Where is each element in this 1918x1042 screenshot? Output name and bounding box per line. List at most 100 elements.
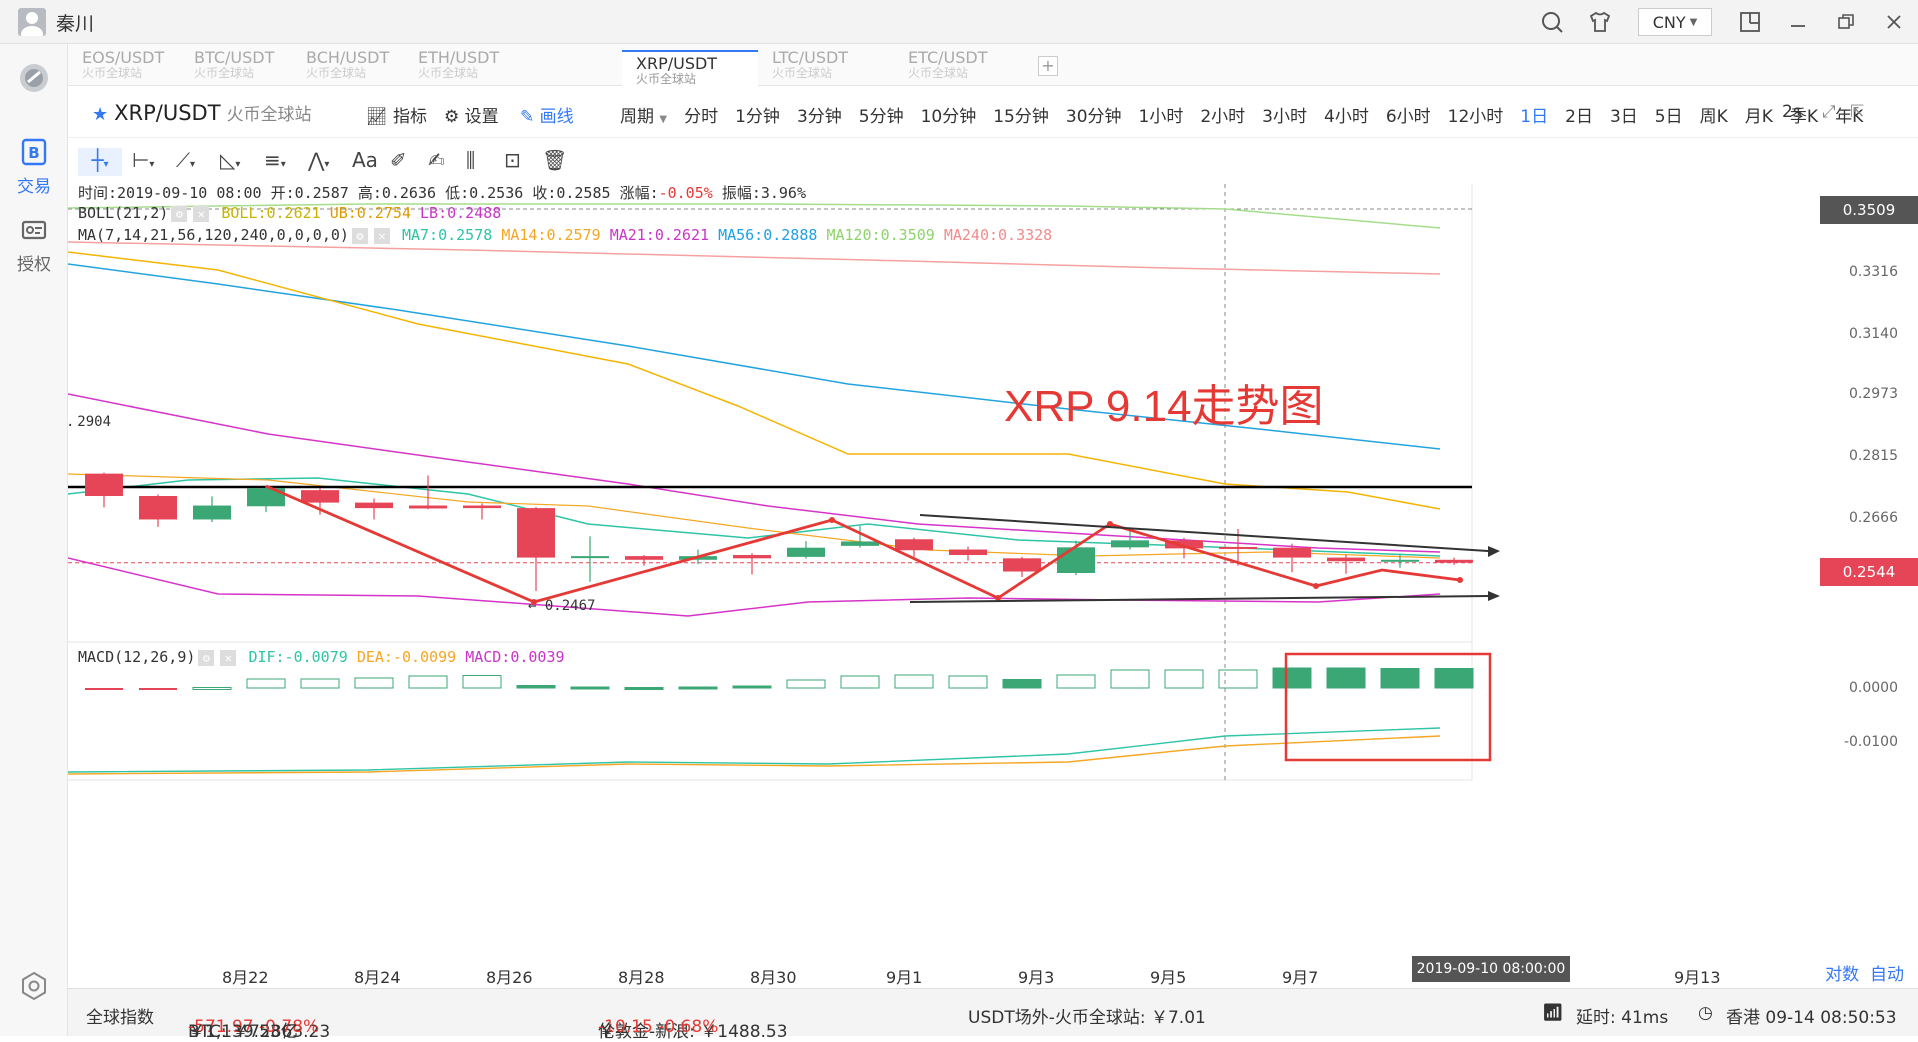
period-option[interactable]: 分时 [684,107,719,127]
tab-btc[interactable]: BTC/USDT 火币全球站 [180,50,316,86]
macd-bar [139,688,177,690]
triangle-tool[interactable]: ◺▾ [220,148,241,172]
gear-icon[interactable]: ⚙ [171,205,188,222]
clock: 香港 09-14 08:50:53 [1726,1008,1897,1028]
chart-area[interactable]: 时间:2019-09-10 08:00 开:0.2587 高:0.2636 低:… [66,184,1918,988]
ma120-value: MA120:0.3509 [826,226,935,244]
period-option[interactable]: 2小时 [1200,107,1246,127]
layout-icon[interactable] [1726,0,1774,44]
draw-button[interactable]: ✎ 画线 [520,102,574,127]
magnet-tool[interactable]: ⫼ [466,148,476,172]
ruler-tool[interactable]: ✐ [390,148,407,172]
indicator-button[interactable]: 📈︎ 指标 [366,102,427,127]
refresh-interval[interactable]: 2s [1782,102,1802,122]
high-label: 高: [357,184,382,202]
period-option[interactable]: 3分钟 [796,107,842,127]
period-option[interactable]: 3日 [1609,107,1638,127]
open-label: 开: [270,184,295,202]
period-option[interactable]: 4小时 [1324,107,1369,127]
candle-body [1057,547,1095,573]
trend-line-tool[interactable]: ⟋▾ [176,148,196,172]
horizontal-line-tool[interactable]: ⊢▾ [132,148,155,172]
search-icon[interactable] [1528,0,1576,44]
gear-icon[interactable]: ⚙ [198,649,215,666]
tab-pair: EOS/USDT [82,48,165,67]
macd-bar [246,678,286,689]
period-option[interactable]: 3小时 [1262,107,1307,127]
tab-eth[interactable]: ETH/USDT 火币全球站 [404,50,540,86]
ma240-value: MA240:0.3328 [943,226,1053,244]
add-tab-button[interactable]: + [1038,56,1058,76]
macd-bar [1110,669,1150,689]
text-tool[interactable]: Aa [352,148,378,172]
period-option[interactable]: 1分钟 [735,107,780,127]
tab-eos[interactable]: EOS/USDT 火币全球站 [68,50,204,86]
boll-value: BOLL:0.2621 [221,204,321,222]
macd-bar [354,677,394,689]
candle-body [949,549,987,556]
lb-value: LB:0.2488 [420,204,502,222]
candle-body [1327,557,1365,562]
period-option[interactable]: 周K [1699,107,1728,127]
macd-bar [192,687,232,690]
period-option-selected[interactable]: 1日 [1520,107,1549,127]
candle-body [517,508,555,558]
tab-ltc[interactable]: LTC/USDT 火币全球站 [758,50,894,86]
auto-scale-button[interactable]: 自动 [1870,965,1904,985]
period-option[interactable]: 15分钟 [993,107,1049,127]
lock-tool[interactable]: ⊡ [504,148,521,172]
close-icon[interactable]: ✕ [193,205,210,222]
sidebar-item-trade[interactable]: B 交易 [0,136,68,197]
period-option[interactable]: 5分钟 [858,107,904,127]
settings-gear[interactable] [0,970,68,1006]
period-option[interactable]: 6小时 [1385,107,1431,127]
period-option[interactable]: 10分钟 [920,107,977,127]
period-dropdown[interactable]: 周期 ▼ [620,102,667,127]
period-option[interactable]: 12小时 [1447,107,1504,127]
close-icon[interactable]: ✕ [220,649,237,666]
trash-icon[interactable]: 🗑︎ [542,148,568,172]
tab-pair: BCH/USDT [306,48,390,67]
period-option[interactable]: 月K [1744,107,1773,127]
close-icon[interactable]: ✕ [373,227,390,244]
star-icon[interactable]: ★ [92,104,109,125]
avatar[interactable] [18,8,46,36]
trend-pivot [1107,521,1113,527]
price-label: 0.2815 [1849,448,1898,464]
macd-label: MACD(12,26,9) [78,648,196,666]
x-axis-label: 9月7 [1282,968,1319,987]
log-scale-button[interactable]: 对数 [1825,965,1860,985]
period-option[interactable]: 1小时 [1138,107,1184,127]
user-info[interactable]: 秦川 [18,8,94,36]
tab-bch[interactable]: BCH/USDT 火币全球站 [292,50,428,86]
currency-select[interactable]: CNY ▼ [1638,8,1712,36]
sidebar-item-auth[interactable]: 授权 [0,214,68,275]
period-option[interactable]: 5日 [1654,107,1683,127]
period-option[interactable]: 季K [1789,107,1819,127]
candlestick-chart[interactable] [68,184,1918,988]
trend-pivot [829,517,835,523]
tab-exchange: 火币全球站 [908,66,969,80]
brush-tool[interactable]: ✍ [428,148,445,172]
channel-tool[interactable]: ≡▾ [264,148,286,172]
popout-icon[interactable]: ⇱ [1850,102,1865,122]
tab-xrp[interactable]: XRP/USDT 火币全球站 [622,50,758,86]
settings-button[interactable]: ⚙ 设置 [444,102,499,127]
restore-icon[interactable] [1822,0,1870,44]
shirt-icon[interactable] [1576,0,1624,44]
crosshair-tool[interactable]: ┼▾ [78,148,122,176]
close-icon[interactable] [1870,0,1918,44]
wave-tool[interactable]: ⋀▾ [308,148,330,172]
draw-label: 画线 [539,107,574,127]
period-option[interactable]: 2日 [1565,107,1593,127]
tab-etc[interactable]: ETC/USDT 火币全球站 [894,50,1030,86]
period-option[interactable]: 30分钟 [1065,107,1122,127]
gear-icon[interactable]: ⚙ [351,227,368,244]
sidebar-item-label: 交易 [17,177,51,197]
minimize-icon[interactable] [1774,0,1822,44]
global-index-label[interactable]: 全球指数 [86,1008,154,1028]
sidebar-item-logo[interactable] [0,62,68,98]
fullscreen-icon[interactable]: ⤢ [1822,102,1836,122]
period-option[interactable]: 年K [1835,107,1864,127]
btc-volume: ￥1,139.53亿 [188,1022,298,1042]
